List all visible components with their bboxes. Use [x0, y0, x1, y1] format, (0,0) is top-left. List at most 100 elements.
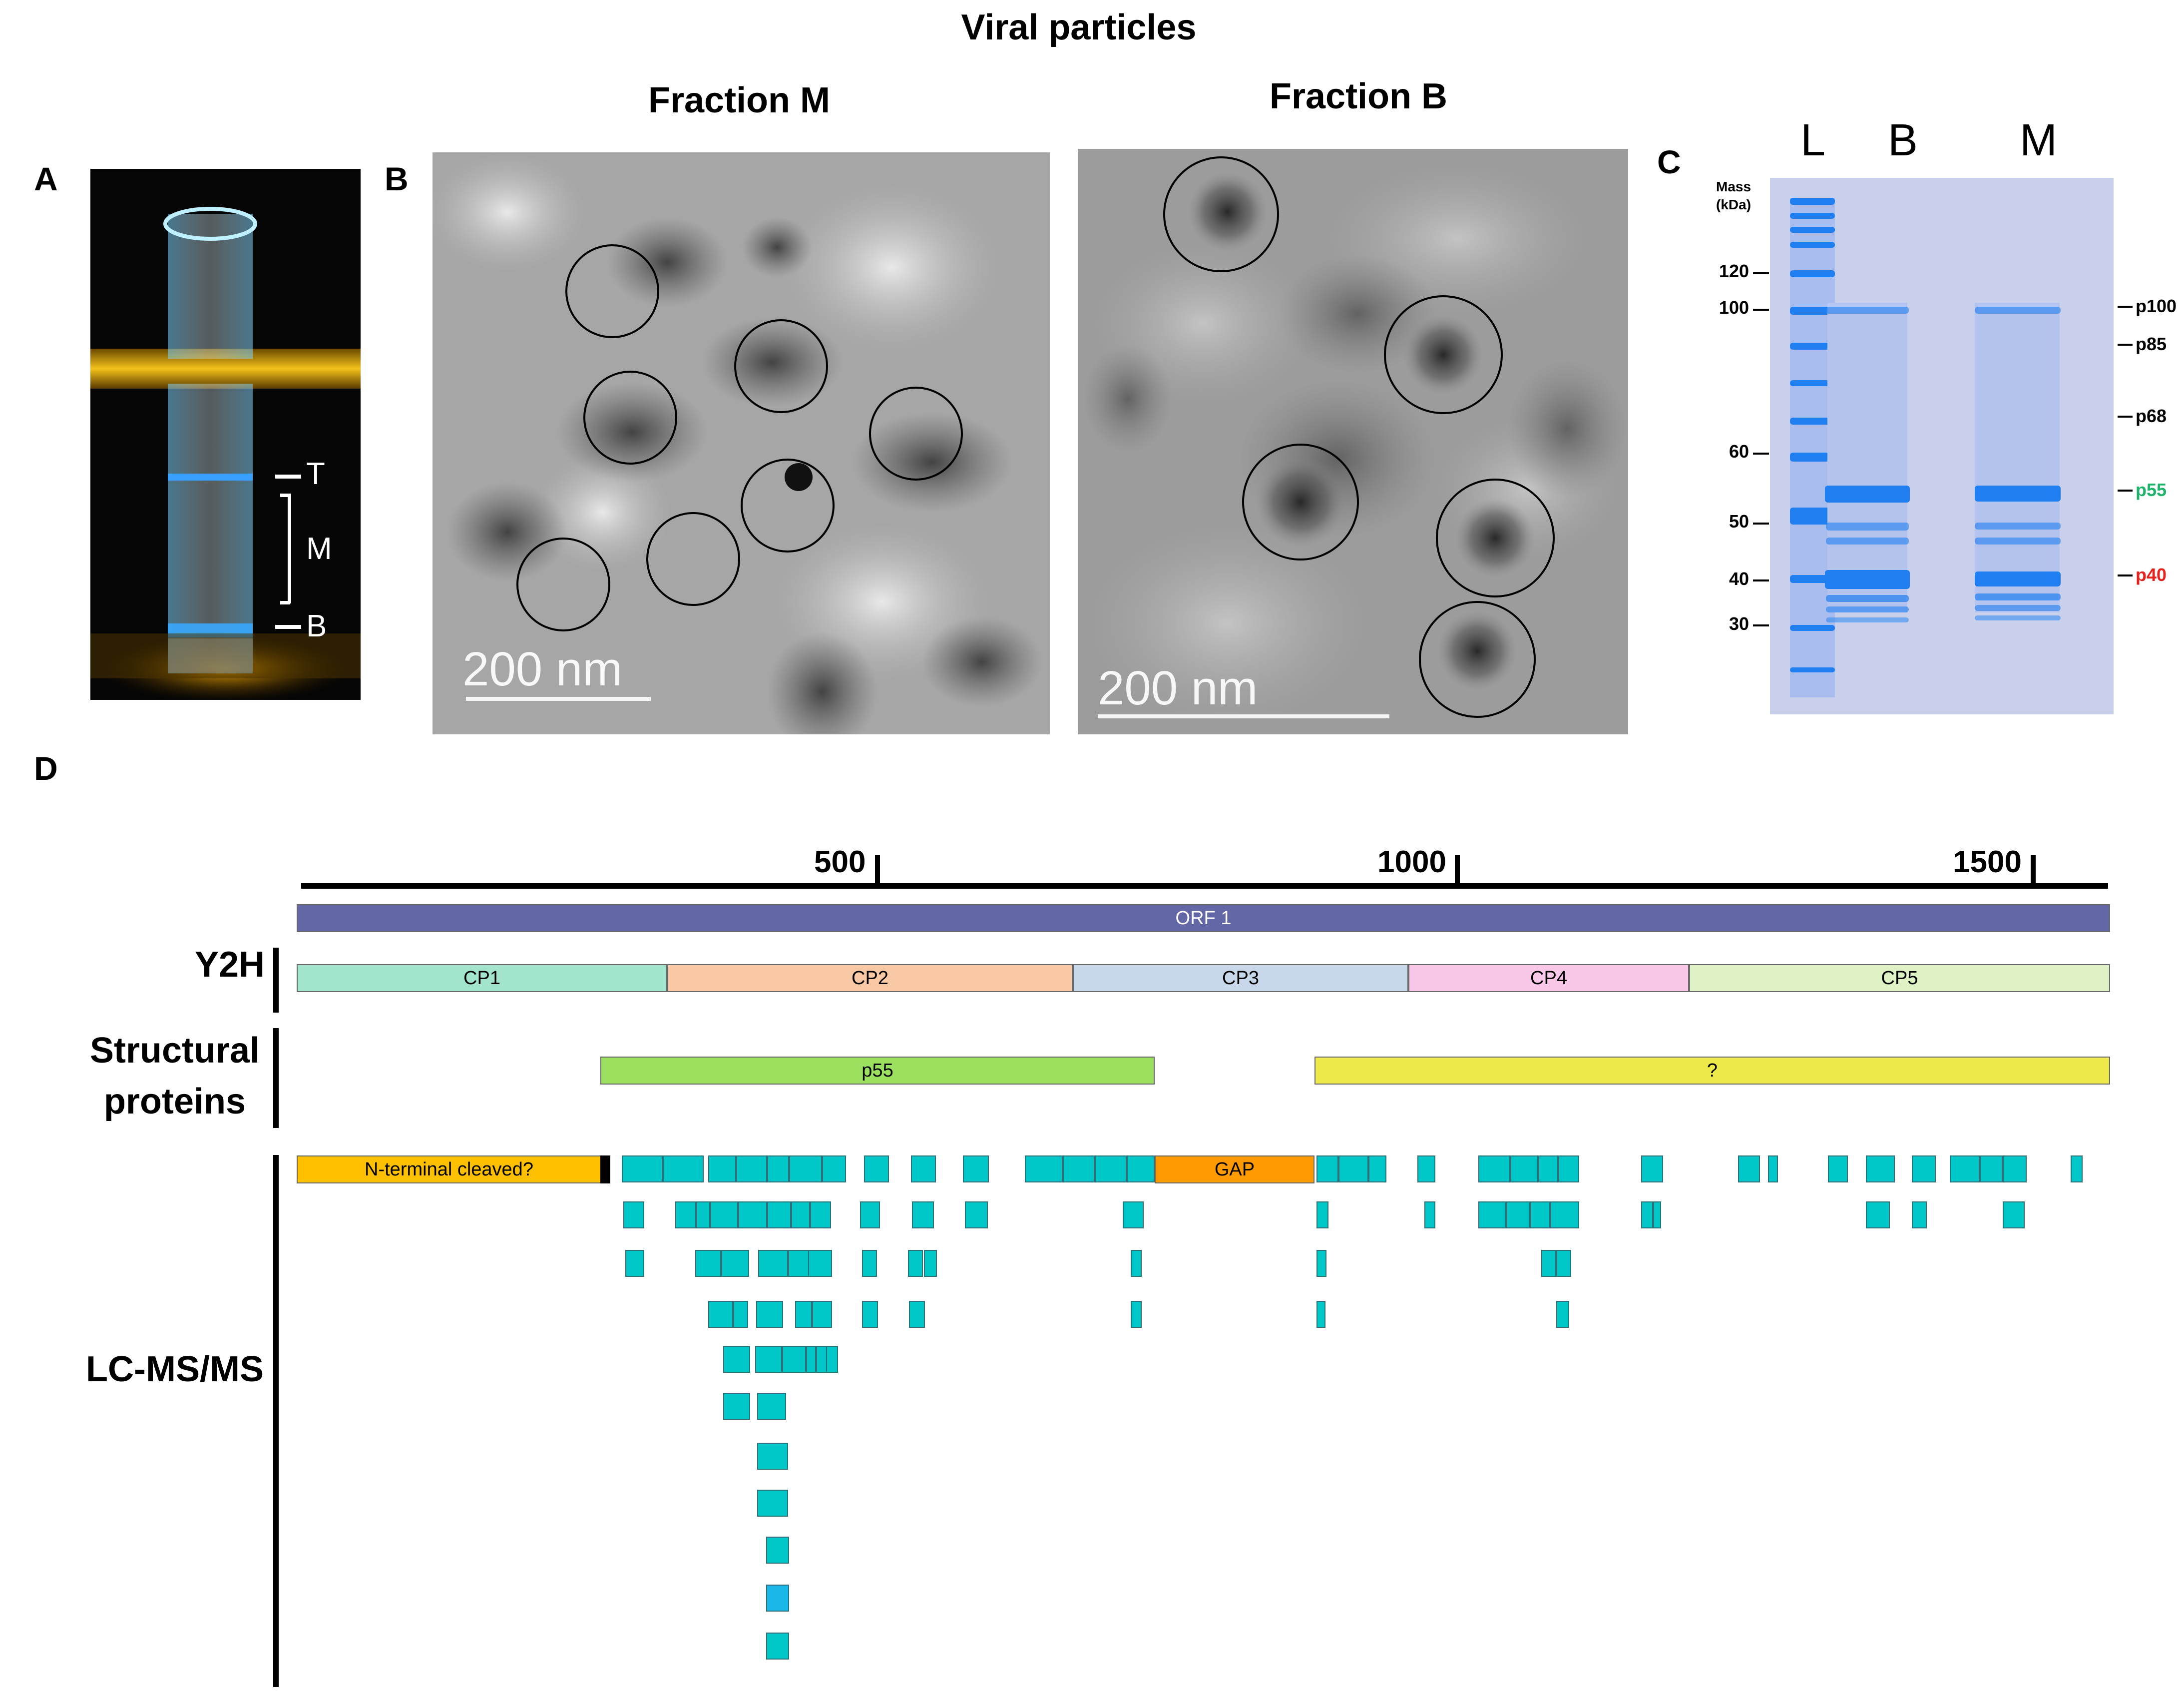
- peptide-block: [757, 1443, 788, 1470]
- nterm-cleaved-segment: N-terminal cleaved?: [297, 1155, 601, 1183]
- peptide-block: [1338, 1155, 1368, 1182]
- peptide-block: [738, 1201, 767, 1228]
- protein-label-p100: p100: [2136, 296, 2177, 316]
- peptide-block: [1131, 1250, 1142, 1277]
- stand-base: [90, 633, 361, 678]
- peptide-block: [808, 1250, 832, 1277]
- lane-label-m: M: [2020, 115, 2057, 165]
- peptide-block: [1368, 1155, 1386, 1182]
- protein-label-p55: p55: [2136, 480, 2167, 500]
- peptide-block: [733, 1301, 748, 1328]
- peptide-block: [1912, 1155, 1936, 1182]
- lane-label-b: B: [1888, 115, 1918, 165]
- sequence-axis: [301, 883, 2108, 889]
- peptide-block: [767, 1201, 791, 1228]
- cp3-segment: CP3: [1073, 964, 1408, 992]
- peptide-block: [766, 1537, 789, 1564]
- cp2-segment: CP2: [667, 964, 1073, 992]
- peptide-block: [810, 1201, 831, 1228]
- peptide-block: [766, 1585, 789, 1612]
- em-micrograph-b: [1078, 149, 1628, 734]
- peptide-block: [1316, 1155, 1338, 1182]
- peptide-block: [812, 1301, 832, 1328]
- cp1-segment: CP1: [297, 964, 667, 992]
- mass-label-100: 100: [1719, 297, 1749, 318]
- peptide-block: [864, 1155, 889, 1182]
- mass-label-120: 120: [1719, 261, 1749, 281]
- fraction-b-title: Fraction B: [1269, 76, 1448, 116]
- panel-letter-a: A: [34, 160, 58, 197]
- peptide-block: [1025, 1155, 1063, 1182]
- mass-label-40: 40: [1729, 568, 1749, 589]
- peptide-block: [1316, 1301, 1325, 1328]
- axis-tick-1500: 1500: [1953, 845, 2022, 879]
- peptide-block: [909, 1301, 925, 1328]
- peptide-block: [1131, 1301, 1142, 1328]
- axis-tick-500: 500: [814, 845, 866, 879]
- figure-title: Viral particles: [961, 7, 1197, 47]
- gap-segment: GAP: [1155, 1155, 1314, 1183]
- mass-label-60: 60: [1729, 441, 1749, 462]
- peptide-block: [806, 1346, 816, 1373]
- peptide-block: [1653, 1201, 1661, 1228]
- peptide-block: [1316, 1201, 1328, 1228]
- peptide-block: [911, 1155, 936, 1182]
- tube-illustration: [90, 207, 361, 700]
- peptide-block: [1316, 1250, 1326, 1277]
- peptide-block: [723, 1346, 750, 1373]
- peptide-block: [1866, 1155, 1895, 1182]
- peptide-block: [862, 1250, 877, 1277]
- peptide-block: [860, 1201, 880, 1228]
- peptide-block: [708, 1155, 736, 1182]
- peptide-block: [826, 1346, 838, 1373]
- peptide-block: [788, 1250, 809, 1277]
- peptide-block: [1095, 1155, 1127, 1182]
- peptide-block: [1912, 1201, 1927, 1228]
- lane-label-ladder: L: [1800, 115, 1826, 165]
- peptide-block: [908, 1250, 923, 1277]
- peptide-block: [1063, 1155, 1095, 1182]
- band-top: [168, 474, 253, 481]
- peptide-block: [1980, 1155, 2003, 1182]
- peptide-block: [1417, 1155, 1435, 1182]
- protein-label-p40: p40: [2136, 564, 2167, 585]
- peptide-block: [2003, 1155, 2027, 1182]
- cp4-segment: CP4: [1408, 964, 1689, 992]
- mass-label-30: 30: [1729, 613, 1749, 634]
- panel-letter-b: B: [385, 160, 409, 197]
- p55-segment: p55: [600, 1057, 1155, 1085]
- panel-letter-c: C: [1657, 143, 1681, 180]
- peptide-block: [782, 1346, 806, 1373]
- peptide-block: [721, 1250, 749, 1277]
- cp5-segment: CP5: [1689, 964, 2110, 992]
- row-label-structural: Structural proteins: [89, 1031, 260, 1122]
- peptide-block: [622, 1155, 663, 1182]
- peptide-block: [791, 1201, 810, 1228]
- peptide-block: [1950, 1155, 1980, 1182]
- peptide-block: [1556, 1301, 1569, 1328]
- band-label-b: B: [306, 609, 327, 643]
- peptide-block: [1424, 1201, 1435, 1228]
- peptide-block: [695, 1250, 721, 1277]
- peptide-block: [1123, 1201, 1144, 1228]
- peptide-block: [696, 1201, 710, 1228]
- peptide-block: [1828, 1155, 1848, 1182]
- peptide-block: [963, 1155, 989, 1182]
- peptide-block: [822, 1155, 846, 1182]
- peptide-block: [1541, 1250, 1556, 1277]
- peptide-block: [736, 1155, 767, 1182]
- peptide-block: [757, 1490, 788, 1517]
- peptide-block: [663, 1155, 704, 1182]
- peptide-block: [767, 1155, 789, 1182]
- scalebar-label-m: 200 nm: [462, 642, 623, 696]
- peptide-block: [2003, 1201, 2025, 1228]
- peptide-block: [789, 1155, 822, 1182]
- peptide-block: [862, 1301, 878, 1328]
- peptide-block: [795, 1301, 812, 1328]
- peptide-block: [1866, 1201, 1890, 1228]
- peptide-block: [757, 1393, 786, 1420]
- peptide-block: [1478, 1201, 1506, 1228]
- em-image-fraction-b: 200 nm: [1078, 149, 1628, 734]
- em-micrograph-m: [433, 152, 1050, 734]
- peptide-block: [756, 1301, 783, 1328]
